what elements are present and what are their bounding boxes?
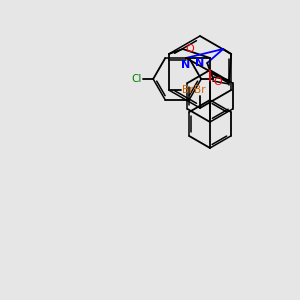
Text: O: O bbox=[186, 44, 195, 54]
Text: N: N bbox=[182, 60, 190, 70]
Text: Cl: Cl bbox=[132, 74, 142, 84]
Text: Br: Br bbox=[182, 85, 193, 95]
Text: Br: Br bbox=[194, 85, 206, 95]
Text: O: O bbox=[213, 77, 222, 87]
Text: N: N bbox=[195, 58, 204, 68]
